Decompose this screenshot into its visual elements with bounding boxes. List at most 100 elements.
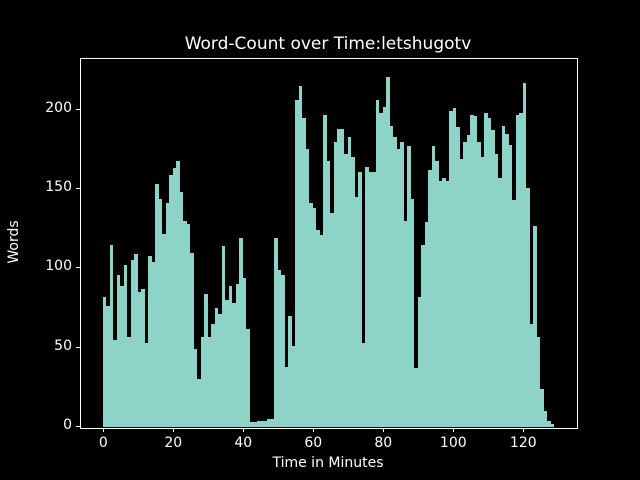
y-tick-mark <box>76 346 80 348</box>
bar <box>144 342 149 427</box>
bar <box>536 336 541 427</box>
bar <box>123 265 128 427</box>
bar <box>529 323 534 427</box>
bar <box>337 128 341 427</box>
y-tick-label: 100 <box>45 258 72 275</box>
bar <box>323 114 327 427</box>
bar <box>449 111 453 427</box>
bar <box>148 255 152 427</box>
bar <box>382 106 387 427</box>
bar <box>246 328 250 427</box>
bar <box>407 146 411 427</box>
bar <box>200 336 205 427</box>
x-tick-label: 80 <box>374 435 393 451</box>
bar <box>221 246 226 427</box>
bar <box>526 187 530 427</box>
bar <box>505 133 509 427</box>
bar <box>249 422 254 427</box>
bar <box>386 76 390 427</box>
bar <box>127 336 131 427</box>
bar <box>214 308 219 427</box>
x-tick-label: 100 <box>439 435 467 451</box>
bar <box>410 198 415 427</box>
bar <box>309 203 313 427</box>
chart-title: Word-Count over Time:letshugotv <box>184 34 472 54</box>
bar <box>141 289 145 427</box>
bar <box>484 112 488 427</box>
y-tick-mark <box>76 108 80 110</box>
bar <box>417 296 422 427</box>
bar <box>487 117 492 427</box>
bar <box>183 220 187 427</box>
bar <box>316 230 320 427</box>
x-tick-label: 60 <box>304 435 323 451</box>
x-tick-mark <box>103 428 105 432</box>
bar <box>120 285 124 427</box>
bar <box>102 296 107 427</box>
bar <box>253 422 257 427</box>
x-tick-mark <box>243 428 245 432</box>
bar <box>242 277 247 427</box>
bar <box>463 141 467 427</box>
bar <box>281 274 285 427</box>
bar <box>155 184 159 427</box>
bar <box>260 420 264 427</box>
bar <box>228 285 233 427</box>
bar <box>235 284 240 427</box>
x-tick-label: 20 <box>164 435 183 451</box>
y-tick-label: 200 <box>45 99 72 116</box>
y-tick-label: 50 <box>54 337 72 354</box>
bar <box>218 314 222 427</box>
bar <box>211 323 215 427</box>
bar <box>330 212 334 427</box>
bar <box>319 235 324 427</box>
bar <box>445 181 450 427</box>
y-axis-label: Words <box>6 220 22 264</box>
bar <box>414 368 418 427</box>
bar <box>340 128 345 427</box>
bar <box>295 100 299 427</box>
bar <box>480 157 485 427</box>
bar <box>312 208 317 427</box>
bar <box>438 181 443 427</box>
y-tick-label: 0 <box>63 417 72 433</box>
bar <box>130 260 135 427</box>
bar <box>428 170 432 427</box>
bar <box>547 420 551 427</box>
bar <box>270 419 275 427</box>
bar <box>204 293 208 427</box>
bar <box>393 136 397 427</box>
bar <box>515 114 520 427</box>
bar <box>354 197 359 427</box>
bar <box>473 116 478 427</box>
bar <box>347 136 352 427</box>
bar <box>113 339 117 427</box>
x-tick-label: 40 <box>234 435 253 451</box>
bar <box>400 141 404 427</box>
bar <box>361 342 366 427</box>
bar <box>274 238 278 427</box>
bar <box>379 112 383 427</box>
bar <box>522 82 527 427</box>
bar <box>291 346 296 427</box>
bar <box>116 274 121 427</box>
bar <box>302 117 306 427</box>
bar <box>134 254 138 427</box>
bar <box>501 125 506 427</box>
y-tick-mark <box>76 188 80 190</box>
bar <box>298 86 303 427</box>
bar <box>277 270 282 427</box>
x-tick-label: 120 <box>509 435 537 451</box>
bar <box>421 244 425 427</box>
bar <box>326 160 331 427</box>
bar <box>389 125 394 427</box>
bar <box>288 315 292 427</box>
bar-series <box>81 59 577 428</box>
bar <box>494 154 499 427</box>
bar <box>470 114 474 427</box>
bar <box>424 222 429 427</box>
bar <box>176 160 180 427</box>
y-tick-mark <box>76 426 80 427</box>
x-axis-label: Time in Minutes <box>272 455 384 471</box>
